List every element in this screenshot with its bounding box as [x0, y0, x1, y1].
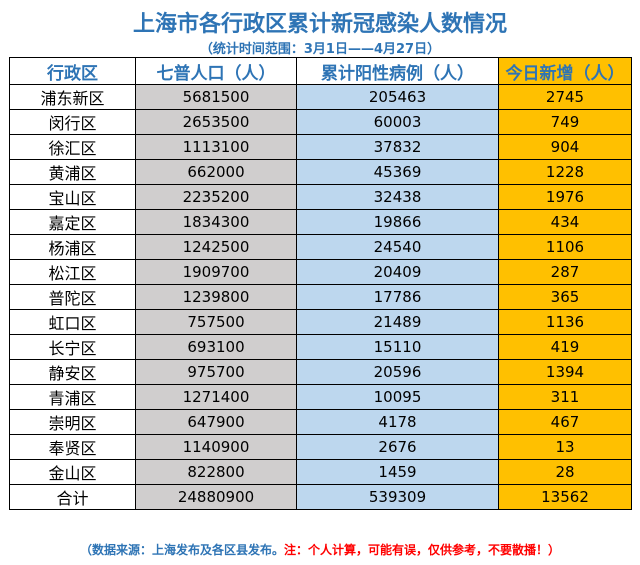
total-row: 合计 24880900 539309 13562 [9, 484, 632, 510]
cumulative-cell: 4178 [296, 409, 499, 435]
table-row: 普陀区 1239800 17786 365 [9, 284, 632, 310]
cumulative-cell: 37832 [296, 134, 499, 160]
cumulative-cell: 20596 [296, 359, 499, 385]
district-cell: 长宁区 [9, 334, 136, 360]
population-cell: 822800 [135, 459, 297, 485]
table-row: 奉贤区 1140900 2676 13 [9, 434, 632, 460]
cumulative-cell: 10095 [296, 384, 499, 410]
table-row: 嘉定区 1834300 19866 434 [9, 209, 632, 235]
table-row: 金山区 822800 1459 28 [9, 459, 632, 485]
population-cell: 1140900 [135, 434, 297, 460]
header-population: 七普人口（人） [135, 57, 297, 85]
cumulative-cell: 19866 [296, 209, 499, 235]
table-row: 杨浦区 1242500 24540 1106 [9, 234, 632, 260]
district-cell: 徐汇区 [9, 134, 136, 160]
district-cell: 宝山区 [9, 184, 136, 210]
table-row: 黄浦区 662000 45369 1228 [9, 159, 632, 185]
district-cell: 松江区 [9, 259, 136, 285]
today-cell: 311 [498, 384, 632, 410]
covid-district-table: 行政区 七普人口（人） 累计阳性病例（人） 今日新增（人） 浦东新区 56815… [9, 57, 632, 510]
today-cell: 749 [498, 109, 632, 135]
today-cell: 904 [498, 134, 632, 160]
cumulative-cell: 32438 [296, 184, 499, 210]
table-row: 浦东新区 5681500 205463 2745 [9, 84, 632, 110]
population-cell: 647900 [135, 409, 297, 435]
district-cell: 青浦区 [9, 384, 136, 410]
cumulative-cell: 15110 [296, 334, 499, 360]
footer-note: （数据来源：上海发布及各区县发布。注：个人计算，可能有误，仅供参考，不要散播！） [0, 541, 640, 558]
population-cell: 1242500 [135, 234, 297, 260]
population-cell: 1834300 [135, 209, 297, 235]
footer-source: （数据来源：上海发布及各区县发布。 [79, 543, 284, 557]
district-cell: 普陀区 [9, 284, 136, 310]
today-cell: 365 [498, 284, 632, 310]
district-cell: 虹口区 [9, 309, 136, 335]
population-cell: 1239800 [135, 284, 297, 310]
table-row: 虹口区 757500 21489 1136 [9, 309, 632, 335]
today-cell: 1976 [498, 184, 632, 210]
total-population-cell: 24880900 [135, 484, 297, 510]
cumulative-cell: 20409 [296, 259, 499, 285]
today-cell: 1394 [498, 359, 632, 385]
cumulative-cell: 2676 [296, 434, 499, 460]
today-cell: 434 [498, 209, 632, 235]
table-row: 长宁区 693100 15110 419 [9, 334, 632, 360]
today-cell: 467 [498, 409, 632, 435]
population-cell: 757500 [135, 309, 297, 335]
table-row: 青浦区 1271400 10095 311 [9, 384, 632, 410]
cumulative-cell: 1459 [296, 459, 499, 485]
population-cell: 1271400 [135, 384, 297, 410]
today-cell: 1106 [498, 234, 632, 260]
table-row: 徐汇区 1113100 37832 904 [9, 134, 632, 160]
district-cell: 浦东新区 [9, 84, 136, 110]
cumulative-cell: 24540 [296, 234, 499, 260]
total-label-cell: 合计 [9, 484, 136, 510]
table-row: 松江区 1909700 20409 287 [9, 259, 632, 285]
today-cell: 1136 [498, 309, 632, 335]
population-cell: 2235200 [135, 184, 297, 210]
population-cell: 693100 [135, 334, 297, 360]
population-cell: 2653500 [135, 109, 297, 135]
today-cell: 1228 [498, 159, 632, 185]
table-row: 崇明区 647900 4178 467 [9, 409, 632, 435]
cumulative-cell: 21489 [296, 309, 499, 335]
total-cumulative-cell: 539309 [296, 484, 499, 510]
today-cell: 419 [498, 334, 632, 360]
header-district: 行政区 [9, 57, 136, 85]
header-cumulative: 累计阳性病例（人） [296, 57, 499, 85]
district-cell: 闵行区 [9, 109, 136, 135]
cumulative-cell: 17786 [296, 284, 499, 310]
district-cell: 嘉定区 [9, 209, 136, 235]
cumulative-cell: 60003 [296, 109, 499, 135]
table-row: 宝山区 2235200 32438 1976 [9, 184, 632, 210]
table-row: 闵行区 2653500 60003 749 [9, 109, 632, 135]
population-cell: 1909700 [135, 259, 297, 285]
population-cell: 975700 [135, 359, 297, 385]
table-row: 静安区 975700 20596 1394 [9, 359, 632, 385]
cumulative-cell: 205463 [296, 84, 499, 110]
population-cell: 1113100 [135, 134, 297, 160]
district-cell: 杨浦区 [9, 234, 136, 260]
district-cell: 奉贤区 [9, 434, 136, 460]
footer-disclaimer: 注：个人计算，可能有误，仅供参考，不要散播！） [284, 543, 561, 557]
total-today-cell: 13562 [498, 484, 632, 510]
table-header-row: 行政区 七普人口（人） 累计阳性病例（人） 今日新增（人） [9, 57, 632, 85]
today-cell: 13 [498, 434, 632, 460]
population-cell: 5681500 [135, 84, 297, 110]
population-cell: 662000 [135, 159, 297, 185]
district-cell: 静安区 [9, 359, 136, 385]
today-cell: 28 [498, 459, 632, 485]
cumulative-cell: 45369 [296, 159, 499, 185]
page-subtitle: （统计时间范围：3月1日——4月27日） [199, 42, 441, 57]
district-cell: 崇明区 [9, 409, 136, 435]
district-cell: 黄浦区 [9, 159, 136, 185]
page-title: 上海市各行政区累计新冠感染人数情况 [132, 12, 507, 37]
district-cell: 金山区 [9, 459, 136, 485]
today-cell: 2745 [498, 84, 632, 110]
header-today: 今日新增（人） [498, 57, 632, 85]
today-cell: 287 [498, 259, 632, 285]
